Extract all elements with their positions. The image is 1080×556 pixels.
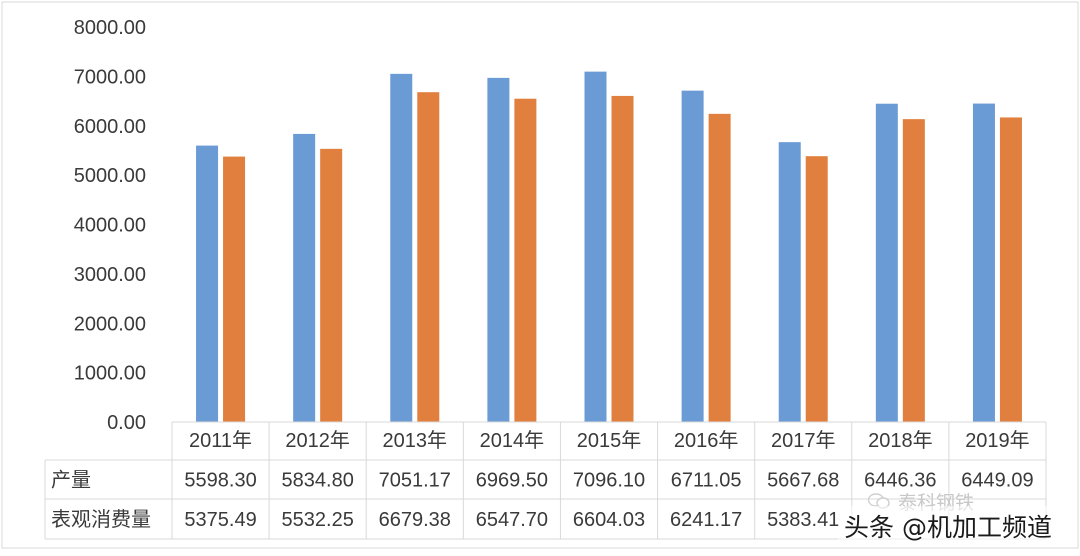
table-row-label: 表观消费量 (51, 508, 151, 531)
x-tick-label: 2019年 (965, 429, 1030, 452)
data-label: 5383.41 (767, 509, 839, 531)
y-tick-label: 5000.00 (74, 165, 146, 187)
watermark: 头条 @机加工频道 (838, 506, 1058, 546)
bar-series-2 (611, 95, 634, 422)
data-label: 5667.68 (767, 470, 839, 492)
data-label: 7096.10 (573, 470, 645, 492)
y-tick-label: 8000.00 (74, 17, 146, 39)
data-label: 6604.03 (573, 509, 645, 531)
bar-series-1 (196, 145, 219, 423)
watermark-text: 头条 @机加工频道 (844, 513, 1052, 542)
x-tick-label: 2012年 (285, 429, 350, 452)
bar-series-1 (293, 133, 316, 423)
data-label: 6547.70 (476, 509, 548, 531)
bar-series-1 (487, 77, 510, 423)
bar-series-1 (972, 103, 995, 423)
bar-series-2 (902, 119, 925, 422)
y-tick-label: 3000.00 (74, 264, 146, 286)
bar-series-2 (417, 92, 440, 422)
y-tick-label: 4000.00 (74, 215, 146, 237)
data-label: 5375.49 (184, 509, 256, 531)
x-tick-label: 2014年 (480, 429, 545, 452)
y-tick-label: 2000.00 (74, 313, 146, 335)
data-label: 6241.17 (670, 509, 742, 531)
bar-series-2 (320, 148, 343, 422)
x-tick-label: 2011年 (189, 429, 252, 452)
y-tick-label: 0.00 (107, 412, 146, 434)
data-label: 5834.80 (282, 470, 354, 492)
bar-series-1 (778, 142, 801, 422)
bar-series-2 (999, 117, 1022, 422)
bar-series-1 (875, 103, 898, 423)
data-label: 5532.25 (282, 509, 354, 531)
x-tick-label: 2013年 (383, 429, 448, 452)
bar-series-2 (805, 156, 828, 422)
bar-series-2 (514, 98, 537, 423)
y-axis: 0.00 1000.00 2000.00 3000.00 4000.00 5000.00 6… (74, 17, 146, 434)
bar-series-1 (584, 71, 607, 422)
table-row-label: 产量 (51, 469, 91, 492)
bar-series-2 (708, 113, 731, 423)
data-label: 6711.05 (671, 470, 742, 492)
bar-plot (196, 71, 1022, 423)
bar-series-1 (390, 73, 413, 422)
x-tick-label: 2016年 (674, 429, 739, 452)
data-label: 6679.38 (379, 509, 451, 531)
data-label: 6449.09 (961, 470, 1033, 492)
y-tick-label: 6000.00 (74, 116, 146, 138)
bar-series-1 (681, 90, 704, 422)
data-label: 5598.30 (184, 470, 256, 492)
bar-series-2 (223, 156, 246, 422)
y-tick-label: 1000.00 (74, 363, 146, 385)
x-tick-label: 2015年 (577, 429, 642, 452)
x-tick-label: 2017年 (771, 429, 836, 452)
data-label: 6969.50 (476, 470, 548, 492)
y-tick-label: 7000.00 (74, 66, 146, 88)
data-label: 7051.17 (379, 470, 451, 492)
data-label: 6446.36 (864, 470, 936, 492)
x-tick-label: 2018年 (868, 429, 933, 452)
data-table: 2011年 2012年 2013年 2014年 2015年 2016年 2017年 2018年… (44, 421, 1047, 540)
